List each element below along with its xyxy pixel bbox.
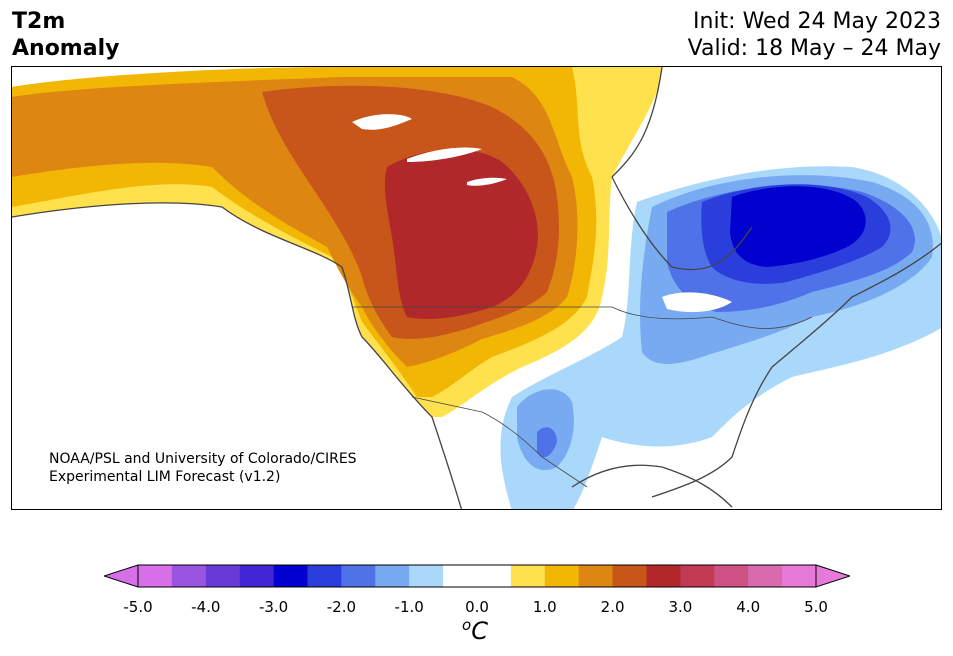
init-date: Init: Wed 24 May 2023	[693, 9, 941, 34]
colorbar-segment	[782, 565, 817, 587]
colorbar-segment	[171, 565, 207, 587]
gulf-coast-line	[571, 464, 733, 508]
us-canada-border	[352, 306, 813, 329]
great-lakes	[662, 292, 732, 313]
credit-text: NOAA/PSL and University of Colorado/CIRE…	[49, 450, 357, 486]
west-coast-line	[12, 202, 463, 509]
colorbar-segment	[748, 565, 783, 587]
colorbar-tick-label: 4.0	[736, 598, 761, 616]
date-header: Init: Wed 24 May 2023 Valid: 18 May – 24…	[688, 8, 941, 62]
us-mexico-border	[411, 396, 588, 488]
colorbar-segment	[646, 565, 681, 587]
great-bear-lake	[352, 114, 412, 130]
map-svg	[12, 67, 941, 509]
colorbar-tick-label: 0.0	[465, 598, 489, 616]
colorbar-extend-high	[815, 564, 850, 588]
contour-2-5	[384, 149, 538, 319]
title-line1: T2m	[12, 9, 66, 34]
colorbar-tick-label: -2.0	[326, 598, 357, 616]
valid-date: Valid: 18 May – 24 May	[687, 36, 941, 61]
colorbar-tick-label: -3.0	[258, 598, 289, 616]
hudson-bay-line	[611, 67, 753, 271]
unit-superscript: o	[462, 616, 472, 634]
colorbar-tick-label: -1.0	[394, 598, 424, 616]
colorbar-unit: oC	[462, 616, 488, 645]
warm-anomaly-field	[12, 67, 662, 417]
colorbar-segment	[714, 565, 749, 587]
great-slave-lake	[407, 147, 482, 162]
contour-neg-2-5	[730, 186, 866, 267]
colorbar-tick-label: -4.0	[191, 598, 221, 616]
colorbar-segment	[138, 565, 173, 587]
colorbar-segment	[341, 565, 376, 587]
colorbar-segment	[205, 565, 241, 587]
colorbar	[104, 564, 850, 588]
colorbar-segment	[307, 565, 342, 587]
title-line2: Anomaly	[12, 36, 120, 61]
colorbar-tick-label: 3.0	[668, 598, 693, 616]
colorbar-segment	[443, 565, 478, 587]
cold-anomaly-field	[500, 166, 941, 509]
colorbar-segment	[273, 565, 308, 587]
colorbar-tick-label: 5.0	[804, 598, 828, 616]
colorbar-segment	[510, 565, 546, 587]
lake-athabasca	[467, 177, 507, 186]
anomaly-map	[11, 66, 942, 510]
credit-line1: NOAA/PSL and University of Colorado/CIRE…	[49, 451, 357, 467]
colorbar-segment	[544, 565, 580, 587]
unit-base: C	[471, 617, 488, 645]
colorbar-segment	[612, 565, 647, 587]
colorbar-segment	[239, 565, 275, 587]
east-coast-line	[651, 242, 941, 498]
coastlines	[12, 67, 941, 509]
colorbar-tick-label: 2.0	[600, 598, 625, 616]
colorbar-segment	[680, 565, 715, 587]
colorbar-segment	[578, 565, 614, 587]
colorbar-tick-label: -5.0	[123, 598, 153, 616]
map-title: T2m Anomaly	[12, 8, 119, 62]
colorbar-segment	[409, 565, 444, 587]
colorbar-segment	[477, 565, 512, 587]
colorbar-extend-low	[104, 564, 139, 588]
colorbar-tick-label: 1.0	[532, 598, 557, 616]
lakes	[352, 114, 732, 313]
colorbar-frame	[137, 564, 817, 588]
credit-line2: Experimental LIM Forecast (v1.2)	[49, 469, 281, 485]
colorbar-segment	[375, 565, 410, 587]
